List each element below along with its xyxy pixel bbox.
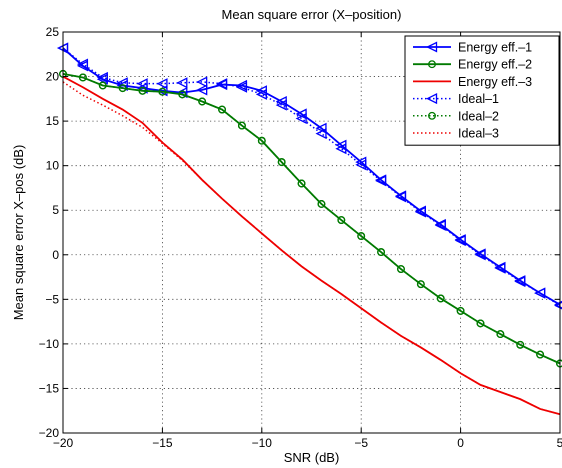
data-point: [456, 306, 465, 315]
legend-entry: Energy eff.–1: [413, 41, 532, 55]
legend-marker: [428, 60, 436, 69]
data-point: [237, 121, 246, 130]
legend-label: Energy eff.–2: [458, 58, 532, 72]
x-tick-label: −10: [252, 436, 273, 450]
data-point: [297, 179, 306, 188]
data-point: [196, 76, 208, 88]
legend-entry: Ideal–1: [413, 92, 499, 106]
y-axis-label: Mean square error X–pos (dB): [11, 145, 26, 321]
data-point: [454, 234, 466, 246]
data-point: [178, 90, 187, 99]
y-tick-label: −5: [45, 292, 59, 306]
data-point: [534, 287, 546, 299]
data-point: [78, 73, 87, 82]
series-energy-eff-3: [62, 75, 561, 416]
y-tick-label: 5: [52, 203, 59, 217]
data-point: [255, 85, 267, 97]
data-point: [474, 248, 486, 260]
y-tick-label: 15: [46, 114, 60, 128]
legend-label: Ideal–3: [458, 127, 499, 141]
plot-series: [57, 42, 562, 416]
legend-marker: [426, 93, 438, 105]
data-point: [218, 105, 226, 114]
data-point: [355, 156, 367, 168]
legend-entry: Ideal–3: [413, 127, 499, 141]
y-tick-label: −20: [39, 426, 60, 440]
data-point: [196, 84, 208, 96]
data-point: [158, 87, 167, 96]
data-point: [516, 340, 525, 349]
data-point: [395, 190, 407, 202]
series-line: [62, 75, 561, 416]
data-point: [315, 128, 327, 140]
data-point: [335, 139, 347, 151]
data-point: [476, 319, 485, 328]
data-point: [176, 77, 188, 89]
x-tick-label: 5: [557, 436, 562, 450]
data-point: [337, 216, 346, 224]
axis-ticks: −20 −15 −10 −5 0 5 −20 −15 −10 −5 0 5 10 15 20 25: [39, 25, 562, 450]
legend-label: Ideal–2: [458, 109, 499, 123]
data-point: [96, 73, 108, 85]
legend-label: Energy eff.–1: [458, 41, 532, 55]
data-point: [98, 81, 107, 90]
legend-marker: [428, 111, 436, 120]
data-point: [118, 84, 127, 93]
data-point: [514, 275, 526, 287]
series-energy-eff-2: [59, 69, 562, 368]
data-point: [317, 200, 326, 208]
data-point: [275, 95, 287, 108]
data-point: [216, 79, 228, 91]
chart-title: Mean square error (X–position): [222, 7, 402, 22]
x-tick-label: −5: [354, 436, 368, 450]
x-tick-label: 0: [457, 436, 464, 450]
x-axis-label: SNR (dB): [284, 450, 340, 465]
data-point: [496, 330, 505, 339]
y-tick-label: 20: [46, 70, 60, 84]
legend-marker: [426, 41, 438, 53]
legend-entry: Energy eff.–2: [413, 58, 532, 72]
data-point: [434, 218, 446, 231]
plot-frame: [62, 31, 561, 434]
data-point: [416, 280, 425, 289]
y-tick-label: −10: [39, 337, 60, 351]
data-point: [494, 261, 506, 273]
data-point: [138, 86, 147, 95]
series-line: [62, 47, 561, 306]
data-point: [235, 79, 248, 92]
data-point: [414, 205, 426, 217]
x-tick-label: −15: [152, 436, 173, 450]
legend-label: Ideal–1: [458, 92, 499, 106]
y-tick-label: 25: [46, 25, 60, 39]
data-point: [375, 174, 387, 186]
legend-label: Energy eff.–3: [458, 75, 532, 89]
data-point: [397, 265, 405, 273]
data-point: [257, 136, 266, 145]
data-point: [436, 294, 445, 303]
y-tick-label: −15: [39, 381, 60, 395]
legend-entry: Ideal–2: [413, 109, 499, 123]
legend-entry: Energy eff.–3: [413, 75, 532, 89]
x-tick-label: −20: [53, 436, 74, 450]
data-point: [536, 350, 545, 359]
y-tick-label: 0: [52, 248, 59, 262]
legend: Energy eff.–1 Energy eff.–2 Energy eff.–3 I…: [404, 35, 560, 146]
legend-box: [404, 35, 560, 146]
data-point: [76, 60, 89, 72]
data-point: [156, 78, 168, 90]
data-point: [357, 232, 366, 241]
data-point: [315, 122, 327, 134]
data-point: [277, 158, 286, 167]
data-point: [377, 248, 386, 257]
y-tick-label: 10: [46, 159, 60, 173]
data-point: [198, 97, 207, 106]
data-point: [295, 108, 307, 120]
